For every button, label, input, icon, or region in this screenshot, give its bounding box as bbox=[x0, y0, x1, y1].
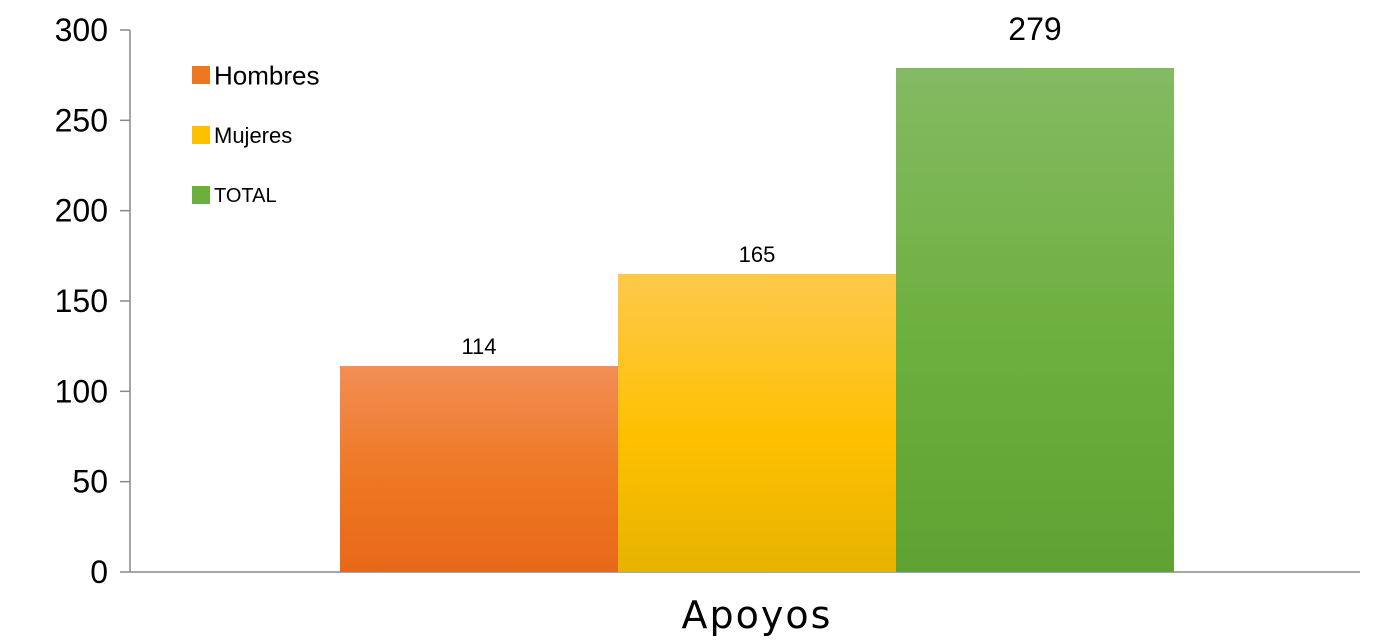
bars bbox=[340, 67, 1174, 572]
legend-label-total: TOTAL bbox=[214, 185, 277, 207]
legend-label-hombres: Hombres bbox=[214, 60, 319, 90]
legend: Hombres Mujeres TOTAL bbox=[192, 60, 319, 207]
axes: 0 50 100 150 200 250 300 Apoyos bbox=[55, 12, 1360, 637]
y-tick-label: 300 bbox=[55, 12, 108, 48]
data-label-total: 279 bbox=[1008, 11, 1061, 47]
bar-total bbox=[896, 67, 1174, 572]
legend-swatch-mujeres bbox=[192, 126, 210, 144]
y-tick-label: 150 bbox=[55, 283, 108, 319]
legend-swatch-hombres bbox=[192, 66, 210, 84]
legend-swatch-total bbox=[192, 186, 210, 204]
y-tick-label: 100 bbox=[55, 373, 108, 409]
y-tick-label: 250 bbox=[55, 102, 108, 138]
y-tick-label: 200 bbox=[55, 193, 108, 229]
data-label-mujeres: 165 bbox=[739, 242, 776, 267]
data-labels: 114 165 279 bbox=[461, 11, 1061, 359]
data-label-hombres: 114 bbox=[461, 334, 496, 359]
x-category-label: Apoyos bbox=[682, 593, 833, 637]
y-tick-label: 0 bbox=[90, 554, 108, 590]
legend-label-mujeres: Mujeres bbox=[214, 123, 292, 148]
y-tick-label: 50 bbox=[72, 464, 108, 500]
bar-hombres bbox=[340, 366, 618, 572]
bar-mujeres bbox=[618, 273, 896, 572]
